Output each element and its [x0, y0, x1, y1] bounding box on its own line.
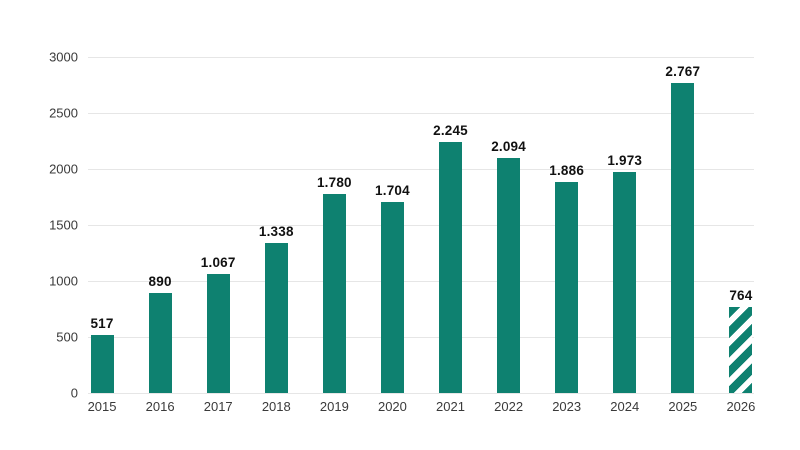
gridline-3000: [88, 57, 754, 58]
gridline-1000: [88, 281, 754, 282]
x-tick-label-2026: 2026: [726, 399, 756, 414]
bar-column-2024: 1.973: [596, 57, 654, 393]
gridline-1500: [88, 225, 754, 226]
bar-column-2023: 1.886: [538, 57, 596, 393]
bar-column-2019: 1.780: [305, 57, 363, 393]
bar-2019: [322, 193, 346, 393]
y-tick-label-2500: 2500: [49, 105, 78, 121]
y-tick-label-1500: 1500: [49, 217, 78, 233]
bar-column-2025: 2.767: [654, 57, 712, 393]
gridline-2000: [88, 169, 754, 170]
gridline-2500: [88, 113, 754, 114]
value-label-2023: 1.886: [549, 162, 585, 178]
value-label-2022: 2.094: [491, 139, 526, 155]
bar-2020: [380, 202, 404, 393]
value-label-2024: 1.973: [607, 153, 643, 169]
x-tick-label-2024: 2024: [610, 399, 640, 414]
bar-2018: [264, 243, 288, 393]
value-label-2026: 764: [729, 288, 753, 304]
bar-column-2018: 1.338: [247, 57, 305, 393]
bar-2017: [206, 273, 230, 393]
plot-area: [88, 57, 754, 394]
x-tick-label-2025: 2025: [668, 399, 698, 414]
gridline-0: [88, 393, 754, 394]
x-tick-label-2020: 2020: [377, 399, 407, 414]
y-tick-label-1000: 1000: [49, 273, 78, 289]
bar-column-2022: 2.094: [480, 57, 538, 393]
bar-2023: [555, 181, 579, 393]
x-axis: 2015 2016 2017 2018 2019 2020 2021 2022 2023 2024…: [73, 399, 770, 414]
y-tick-label-3000: 3000: [49, 49, 78, 65]
value-label-2017: 1.067: [200, 254, 236, 270]
x-tick-label-2023: 2023: [552, 399, 582, 414]
value-label-2016: 890: [148, 274, 172, 290]
y-tick-label-500: 500: [56, 329, 78, 345]
x-tick-label-2018: 2018: [261, 399, 291, 414]
x-tick-label-2017: 2017: [203, 399, 233, 414]
bar-2015: [90, 335, 114, 393]
bars-group: 517 890 1.067 1.338 1.780 1.704 2.245 2.094 1.88…: [73, 57, 770, 393]
bar-2025: [671, 83, 695, 393]
value-label-2019: 1.780: [316, 174, 352, 190]
x-tick-label-2016: 2016: [145, 399, 175, 414]
x-tick-label-2019: 2019: [319, 399, 349, 414]
bar-2021: [439, 141, 462, 393]
x-tick-label-2015: 2015: [87, 399, 117, 414]
x-tick-label-2021: 2021: [436, 399, 465, 414]
bar-column-2017: 1.067: [189, 57, 247, 393]
y-tick-label-0: 0: [70, 385, 78, 401]
bar-2022: [497, 158, 521, 393]
bar-2024: [613, 172, 637, 393]
y-tick-label-2000: 2000: [49, 161, 78, 177]
bar-column-2026: 764: [712, 57, 770, 393]
bar-column-2020: 1.704: [363, 57, 421, 393]
bar-column-2015: 517: [73, 57, 131, 393]
bar-column-2021: 2.245: [421, 57, 479, 393]
value-label-2021: 2.245: [433, 122, 468, 138]
value-label-2018: 1.338: [258, 224, 294, 240]
bar-2026: [729, 307, 753, 393]
bar-column-2016: 890: [131, 57, 189, 393]
value-label-2015: 517: [90, 316, 114, 332]
value-label-2020: 1.704: [375, 183, 410, 199]
bar-2016: [148, 293, 172, 393]
x-tick-label-2022: 2022: [494, 399, 524, 414]
y-axis: 0 500 1000 1500 2000 2500 3000: [0, 50, 78, 401]
gridline-500: [88, 337, 754, 338]
value-label-2025: 2.767: [665, 64, 701, 80]
